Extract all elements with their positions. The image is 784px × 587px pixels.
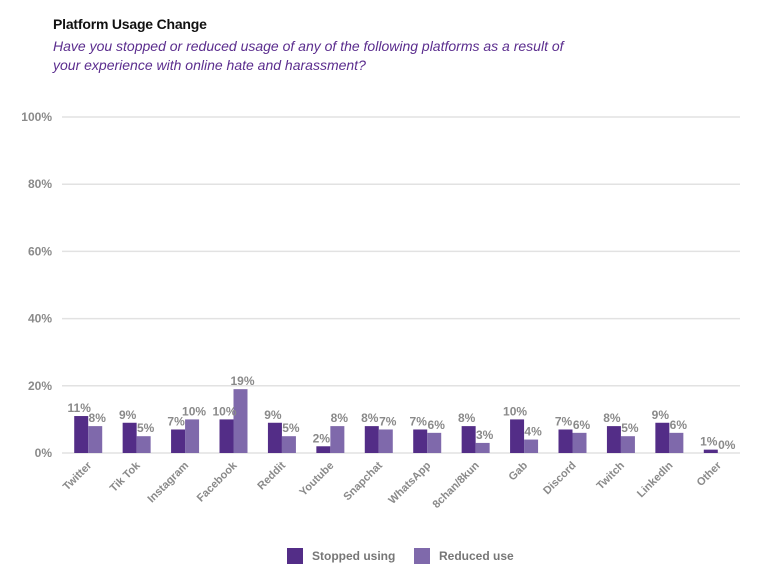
x-tick-label: Reddit xyxy=(255,459,288,492)
chart-subtitle: Have you stopped or reduced usage of any… xyxy=(53,38,564,73)
data-label: 5% xyxy=(282,421,300,435)
bar-reduced-use xyxy=(233,389,248,453)
data-label: 0% xyxy=(718,438,736,452)
legend-label: Reduced use xyxy=(439,549,514,563)
data-label: 2% xyxy=(313,431,331,445)
data-label: 1% xyxy=(700,435,718,449)
data-label: 10% xyxy=(503,404,527,418)
bar-stopped-using xyxy=(316,446,331,453)
data-label: 4% xyxy=(524,425,542,439)
bar-stopped-using xyxy=(122,422,137,453)
bar-stopped-using xyxy=(413,429,428,453)
data-label: 9% xyxy=(652,408,670,422)
gridlines xyxy=(62,116,740,454)
bar-reduced-use xyxy=(572,432,587,453)
legend: Stopped using Reduced use xyxy=(287,548,514,564)
data-label: 11% xyxy=(68,401,92,415)
data-labels: 11%8% 9%5% 7%10% 10%19%9%5%2%8% 8% 7% 7% 6% 8%3%… xyxy=(68,374,736,452)
x-tick-label: Twitch xyxy=(595,459,628,492)
bar-reduced-use xyxy=(620,436,635,453)
x-tick-label: Twitter xyxy=(61,459,95,493)
data-label: 9% xyxy=(264,408,282,422)
bar-reduced-use xyxy=(185,419,200,453)
y-tick-label: 40% xyxy=(28,312,52,326)
bar-stopped-using xyxy=(171,429,186,453)
data-label: 7% xyxy=(555,414,573,428)
data-label: 5% xyxy=(621,421,639,435)
bar-reduced-use xyxy=(281,436,296,453)
bar-stopped-using xyxy=(558,429,573,453)
y-tick-label: 0% xyxy=(35,446,53,460)
data-label: 8% xyxy=(361,411,379,425)
data-label: 8% xyxy=(458,411,476,425)
data-label: 10% xyxy=(212,404,236,418)
bar-reduced-use xyxy=(88,426,103,453)
data-label: 8% xyxy=(603,411,621,425)
bars xyxy=(74,389,718,453)
x-tick-label: 8chan/8kun xyxy=(430,459,481,510)
bar-stopped-using xyxy=(364,426,379,453)
bar-stopped-using xyxy=(703,449,718,453)
bar-reduced-use xyxy=(136,436,151,453)
data-label: 6% xyxy=(428,418,446,432)
y-tick-label: 20% xyxy=(28,379,52,393)
data-label: 7% xyxy=(379,414,397,428)
data-label: 7% xyxy=(410,414,428,428)
data-label: 10% xyxy=(182,404,206,418)
data-label: 6% xyxy=(670,418,688,432)
bar-stopped-using xyxy=(655,422,670,453)
bar-reduced-use xyxy=(669,432,684,453)
bar-stopped-using xyxy=(219,419,234,453)
x-tick-label: Instagram xyxy=(146,459,192,505)
data-label: 5% xyxy=(137,421,155,435)
bar-reduced-use xyxy=(330,426,345,453)
bar-reduced-use xyxy=(427,432,442,453)
data-label: 6% xyxy=(573,418,591,432)
bar-reduced-use xyxy=(378,429,393,453)
data-label: 7% xyxy=(167,414,185,428)
data-label: 8% xyxy=(89,411,107,425)
x-tick-label: Snapchat xyxy=(341,459,385,503)
bar-stopped-using xyxy=(510,419,525,453)
data-label: 19% xyxy=(230,374,254,388)
x-tick-label: Youtube xyxy=(297,460,336,499)
chart-title: Platform Usage Change xyxy=(53,16,207,32)
bar-stopped-using xyxy=(461,426,476,453)
x-tick-label: LinkedIn xyxy=(635,459,676,500)
x-tick-label: Gab xyxy=(507,459,531,483)
y-tick-label: 60% xyxy=(28,244,52,258)
y-tick-label: 100% xyxy=(21,110,52,124)
legend-swatch xyxy=(287,548,303,564)
x-tick-label: Other xyxy=(695,459,725,489)
legend-swatch xyxy=(414,548,430,564)
bar-reduced-use xyxy=(524,439,539,453)
data-label: 3% xyxy=(476,428,494,442)
data-label: 8% xyxy=(331,411,349,425)
bar-reduced-use xyxy=(475,442,490,453)
x-tick-label: Facebook xyxy=(195,459,240,504)
y-tick-label: 80% xyxy=(28,177,52,191)
bar-stopped-using xyxy=(267,422,282,453)
bar-stopped-using xyxy=(74,416,89,453)
data-label: 9% xyxy=(119,408,137,422)
x-tick-label: WhatsApp xyxy=(386,459,433,506)
legend-label: Stopped using xyxy=(312,549,395,563)
bar-stopped-using xyxy=(606,426,621,453)
x-axis: Twitter Tik Tok Instagram Facebook Reddit You… xyxy=(61,459,724,511)
x-tick-label: Discord xyxy=(541,460,578,497)
x-tick-label: Tik Tok xyxy=(108,459,144,495)
y-axis: 0% 20% 40% 60% 80% 100% xyxy=(21,110,52,460)
